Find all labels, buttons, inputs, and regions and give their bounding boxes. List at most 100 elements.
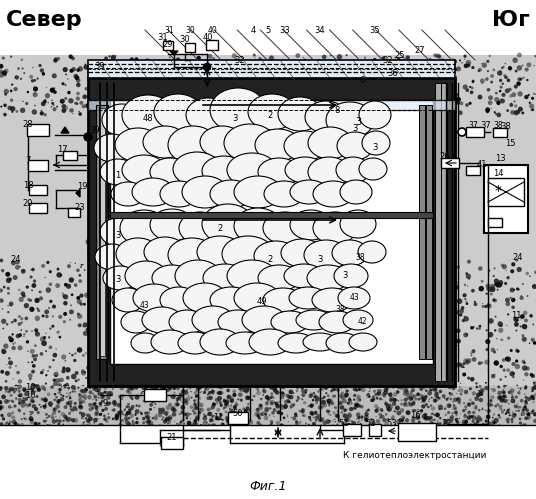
Circle shape [136, 418, 137, 419]
Circle shape [376, 286, 378, 289]
Circle shape [388, 231, 393, 236]
Circle shape [321, 147, 326, 152]
Circle shape [209, 136, 211, 138]
Circle shape [425, 378, 427, 381]
Circle shape [257, 412, 260, 415]
Circle shape [263, 210, 266, 213]
Circle shape [168, 193, 172, 196]
Circle shape [140, 392, 143, 394]
Circle shape [27, 91, 29, 93]
Circle shape [187, 304, 192, 310]
Circle shape [70, 400, 74, 404]
Circle shape [433, 413, 436, 416]
Circle shape [405, 390, 408, 393]
Circle shape [276, 337, 280, 341]
Circle shape [490, 286, 495, 292]
Circle shape [121, 179, 123, 182]
Circle shape [302, 410, 303, 412]
Circle shape [300, 407, 304, 412]
Circle shape [298, 169, 300, 170]
Circle shape [266, 404, 272, 409]
Circle shape [398, 382, 400, 384]
Circle shape [273, 99, 275, 100]
Circle shape [148, 313, 151, 316]
Circle shape [9, 301, 13, 306]
Circle shape [278, 401, 280, 403]
Circle shape [373, 73, 377, 77]
Circle shape [109, 408, 111, 410]
Circle shape [398, 240, 402, 245]
Circle shape [141, 153, 143, 154]
Circle shape [519, 388, 522, 390]
Circle shape [448, 404, 451, 407]
Circle shape [325, 270, 329, 273]
Circle shape [497, 70, 502, 76]
Circle shape [479, 391, 483, 396]
Circle shape [18, 391, 20, 393]
Circle shape [397, 105, 398, 107]
Circle shape [131, 218, 133, 220]
Ellipse shape [278, 333, 314, 353]
Circle shape [158, 83, 160, 85]
Circle shape [507, 395, 509, 397]
Circle shape [86, 414, 88, 416]
Circle shape [105, 193, 109, 199]
Circle shape [321, 123, 326, 128]
Circle shape [498, 405, 501, 407]
Circle shape [257, 237, 261, 240]
Circle shape [162, 79, 166, 84]
Circle shape [520, 314, 525, 319]
Circle shape [39, 399, 41, 401]
Circle shape [97, 242, 101, 246]
Circle shape [258, 417, 261, 420]
Circle shape [392, 330, 397, 335]
Circle shape [259, 369, 265, 374]
Circle shape [289, 278, 292, 282]
Circle shape [448, 341, 450, 343]
Circle shape [187, 60, 191, 65]
Circle shape [125, 357, 128, 360]
Circle shape [424, 152, 428, 155]
Circle shape [198, 209, 202, 213]
Circle shape [382, 418, 386, 422]
Circle shape [144, 400, 147, 403]
Circle shape [253, 69, 256, 72]
Circle shape [285, 84, 289, 88]
Circle shape [464, 316, 465, 317]
Circle shape [533, 385, 536, 390]
Circle shape [47, 370, 49, 372]
Circle shape [90, 175, 93, 178]
Circle shape [87, 71, 90, 74]
Circle shape [216, 167, 217, 168]
Circle shape [430, 422, 434, 425]
Circle shape [105, 93, 106, 95]
Circle shape [165, 417, 170, 422]
Circle shape [434, 246, 437, 249]
Circle shape [530, 395, 534, 400]
Circle shape [87, 250, 91, 253]
Circle shape [108, 55, 111, 57]
Circle shape [438, 205, 442, 209]
Circle shape [104, 407, 108, 411]
Circle shape [357, 416, 361, 419]
Circle shape [348, 172, 349, 173]
Circle shape [422, 318, 428, 323]
Circle shape [532, 409, 535, 412]
Circle shape [299, 74, 304, 79]
Circle shape [287, 395, 291, 399]
Circle shape [531, 338, 535, 342]
Circle shape [301, 393, 306, 397]
Circle shape [282, 221, 285, 224]
Circle shape [298, 255, 303, 260]
Circle shape [376, 250, 378, 252]
Circle shape [507, 313, 509, 315]
Circle shape [438, 390, 442, 393]
Circle shape [170, 418, 172, 420]
Circle shape [311, 249, 314, 252]
Circle shape [517, 65, 522, 71]
Circle shape [9, 390, 11, 393]
Circle shape [129, 62, 132, 65]
Circle shape [70, 412, 71, 413]
Circle shape [287, 241, 291, 245]
Circle shape [526, 62, 531, 67]
